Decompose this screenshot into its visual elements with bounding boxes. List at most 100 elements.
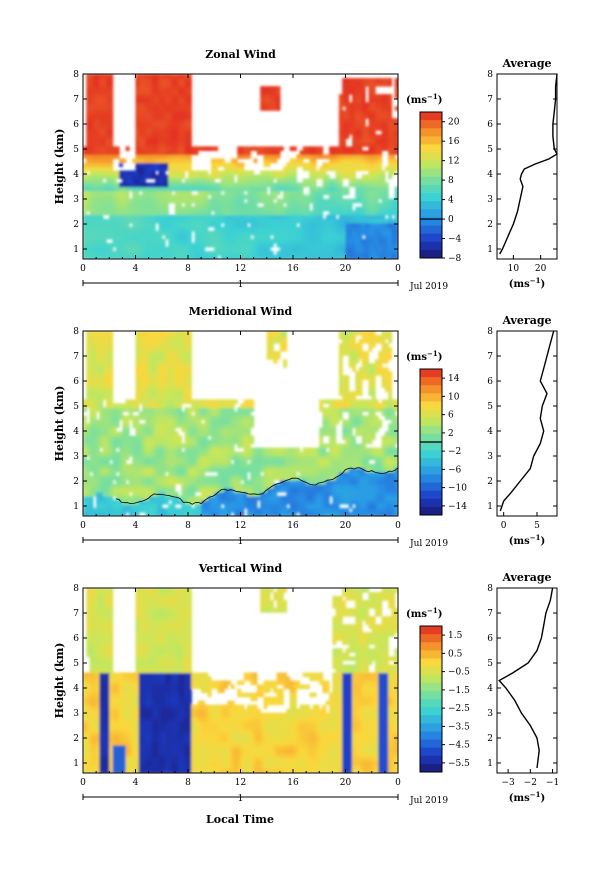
heatmap-cell [184,419,189,425]
heatmap-cell [194,234,199,240]
heatmap-cell [99,443,104,449]
heatmap-cell [148,110,153,115]
heatmap-cell [338,94,343,99]
heatmap-cell [92,222,97,228]
heatmap-cell [145,230,150,236]
heatmap-cell [276,102,281,107]
heatmap-cell [148,126,153,131]
heatmap-cell [316,170,320,176]
heatmap-cell [106,94,110,99]
heatmap-cell [119,467,123,473]
heatmap-cell [191,407,196,412]
heatmap-cell [102,226,107,232]
heatmap-cell [109,214,114,220]
heatmap-cell [263,174,268,180]
heatmap-cell [171,423,176,429]
heatmap-cell [92,102,97,107]
heatmap-cell [165,395,169,400]
day-label: 1 [238,280,244,290]
heatmap-cell [161,395,166,400]
heatmap-cell [243,242,248,248]
heatmap-cell [224,423,228,429]
heatmap-cell [102,471,107,477]
heatmap-cell [181,106,186,111]
heatmap-cell [155,78,160,83]
heatmap-cell [319,190,324,196]
heatmap-cell [371,234,376,240]
heatmap-cell [240,166,245,172]
heatmap-cell [165,403,169,408]
heatmap-cell [145,355,150,360]
heatmap-cell [319,202,324,208]
heatmap-cell [256,210,261,216]
heatmap-cell [194,463,199,469]
heatmap-cell [184,367,189,372]
heatmap-cell [158,447,163,453]
heatmap-cell [145,487,150,493]
heatmap-cell [142,479,146,485]
heatmap-cell [217,439,222,445]
heatmap-cell [286,238,291,244]
heatmap-cell [368,82,373,87]
heatmap-cell [92,86,97,91]
heatmap-cell [138,339,143,344]
heatmap-cell [247,230,251,236]
heatmap-cell [122,431,127,437]
heatmap-cell [89,512,94,516]
heatmap-cell [96,508,100,513]
heatmap-cell [197,439,202,445]
heatmap-cell [106,122,110,127]
heatmap-cell [168,391,173,396]
heatmap-cell [148,475,153,481]
heatmap-cell [155,126,160,131]
heatmap-cell [296,226,301,232]
heatmap-cell [142,130,146,135]
heatmap-cell [279,214,284,220]
heatmap-cell [273,206,278,212]
heatmap-cell [158,158,163,164]
heatmap-cell [312,194,317,200]
heatmap-cell [102,190,107,196]
heatmap-cell [99,102,104,107]
heatmap-cell [96,251,100,256]
heatmap-cell [142,443,146,449]
heatmap-cell [165,479,169,485]
heatmap-cell [338,134,343,139]
heatmap-cell [122,491,127,497]
heatmap-cell [155,371,160,376]
heatmap-cell [230,419,235,425]
heatmap-cell [102,74,107,79]
heatmap-cell [128,483,133,489]
heatmap-cell [151,138,156,143]
heatmap-cell [217,415,222,421]
heatmap-cell [388,110,393,115]
heatmap-cell [188,439,192,445]
heatmap-cell [188,367,192,372]
heatmap-cell [158,222,163,228]
heatmap-cell [161,391,166,396]
heatmap-cell [161,363,166,368]
heatmap-cell [263,242,268,248]
heatmap-cell [92,431,97,437]
heatmap-cell [352,174,356,180]
heatmap-cell [194,471,199,477]
heatmap-cell [92,158,97,164]
heatmap-cell [158,146,163,151]
heatmap-cell [171,379,176,384]
heatmap-cell [151,435,156,441]
heatmap-cell [335,251,340,256]
heatmap-cell [335,154,340,159]
heatmap-cell [381,206,386,212]
heatmap-cell [83,483,87,489]
heatmap-cell [148,78,153,83]
heatmap-cell [102,335,107,340]
heatmap-cell [309,246,314,252]
heatmap-cell [243,150,248,155]
heatmap-cell [92,170,97,176]
heatmap-cell [106,411,110,416]
heatmap-cell [348,202,353,208]
heatmap-cell [142,110,146,115]
heatmap-cell [171,343,176,348]
heatmap-cell [361,186,366,192]
heatmap-cell [142,447,146,453]
